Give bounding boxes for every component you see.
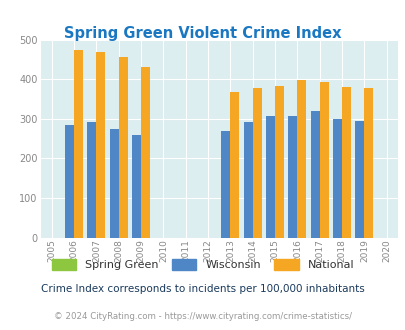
Bar [319,82,328,238]
Bar [243,121,252,238]
Text: Spring Green Violent Crime Index: Spring Green Violent Crime Index [64,26,341,41]
Bar [141,67,150,238]
Bar [288,116,297,238]
Text: © 2024 CityRating.com - https://www.cityrating.com/crime-statistics/: © 2024 CityRating.com - https://www.city… [54,313,351,321]
Text: Crime Index corresponds to incidents per 100,000 inhabitants: Crime Index corresponds to incidents per… [41,284,364,294]
Bar [87,122,96,238]
Bar [297,80,306,238]
Bar [275,85,284,238]
Legend: Spring Green, Wisconsin, National: Spring Green, Wisconsin, National [47,255,358,275]
Bar [364,87,373,238]
Bar [96,52,105,238]
Bar [355,121,364,238]
Bar [65,125,74,238]
Bar [119,57,128,238]
Bar [341,87,350,238]
Bar [74,50,83,238]
Bar [221,131,230,238]
Bar [310,111,319,238]
Bar [252,87,261,238]
Bar [266,116,275,238]
Bar [230,92,239,238]
Bar [332,119,341,238]
Bar [132,135,141,238]
Bar [109,129,118,238]
